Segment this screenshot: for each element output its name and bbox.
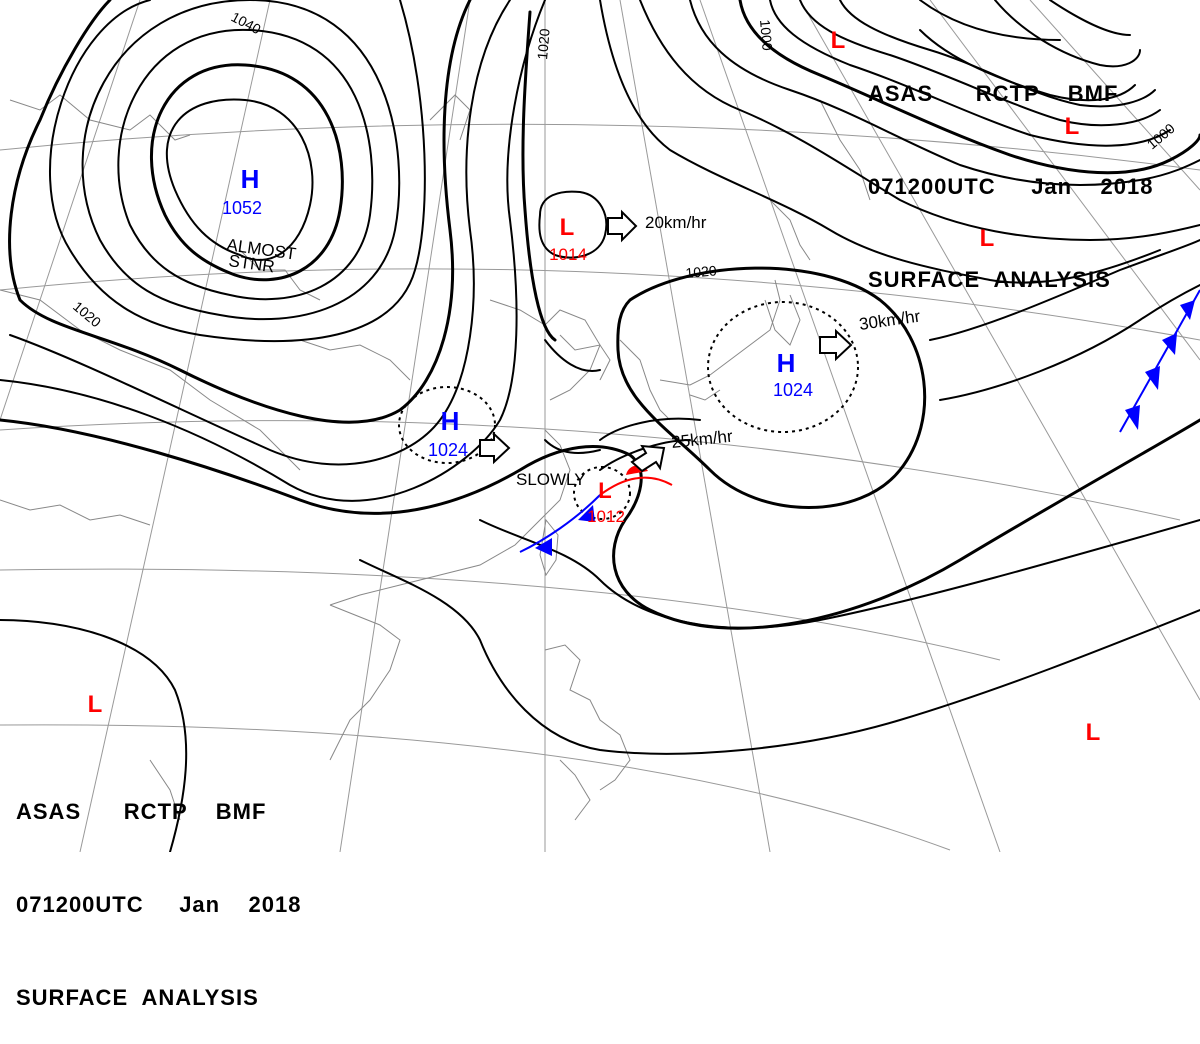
speed-low-north: 20km/hr xyxy=(645,213,707,232)
isobar-label: 1020 xyxy=(685,262,718,281)
low-symbol-ne3: L xyxy=(980,225,995,252)
isobar-label: 1000 xyxy=(757,19,776,52)
high-symbol-china: H xyxy=(441,406,460,436)
low-symbol-sw: L xyxy=(88,691,103,718)
cold-front-barb xyxy=(578,505,595,522)
isobars xyxy=(0,0,1200,852)
high-symbol-japan: H xyxy=(777,348,796,378)
pressure-centers: H 1052 H 1024 H 1024 L 1014 L 1012 L L L… xyxy=(88,27,1101,746)
graticule xyxy=(0,0,1200,852)
low-value-north: 1014 xyxy=(549,245,587,264)
cold-front-barb xyxy=(535,538,552,556)
fronts xyxy=(519,289,1200,556)
isobar-label: 1020 xyxy=(534,28,553,61)
cold-front-barb xyxy=(1145,366,1160,390)
weather-map: H 1052 H 1024 H 1024 L 1014 L 1012 L L L… xyxy=(0,0,1200,852)
dotted-isobars xyxy=(398,301,859,520)
coastlines xyxy=(0,94,871,821)
low-symbol-ne1: L xyxy=(831,27,846,54)
cold-front-barb xyxy=(1162,333,1177,355)
cold-front-barb xyxy=(1125,405,1140,430)
arrow-low-taiwan xyxy=(630,444,666,473)
high-value-japan: 1024 xyxy=(773,380,813,400)
header-line-2: 071200UTC Jan 2018 xyxy=(868,174,1154,199)
low-symbol-taiwan: L xyxy=(598,478,611,503)
arrow-high-china xyxy=(479,431,511,465)
header-line-1: ASAS RCTP BMF xyxy=(16,799,267,824)
header-line-1: ASAS RCTP BMF xyxy=(868,81,1119,106)
low-symbol-north: L xyxy=(560,214,575,241)
high-symbol-mongolia: H xyxy=(241,164,260,194)
header-bottom-left: ASAS RCTP BMF 071200UTC Jan 2018 SURFACE… xyxy=(16,734,302,1044)
slowly-label: SLOWLY xyxy=(516,470,586,489)
high-value-china: 1024 xyxy=(428,440,468,460)
high-value-mongolia: 1052 xyxy=(222,198,262,218)
warm-front xyxy=(599,476,673,496)
arrow-high-east xyxy=(819,328,853,362)
header-line-2: 071200UTC Jan 2018 xyxy=(16,892,302,917)
arrow-low-north xyxy=(607,209,638,243)
motion-arrows xyxy=(479,209,853,473)
header-line-3: SURFACE ANALYSIS xyxy=(16,985,259,1010)
header-top-right: ASAS RCTP BMF 071200UTC Jan 2018 SURFACE… xyxy=(868,16,1154,326)
header-line-3: SURFACE ANALYSIS xyxy=(868,267,1111,292)
low-symbol-ne2: L xyxy=(1065,113,1080,140)
cold-front-barb xyxy=(1180,300,1195,320)
cold-front xyxy=(519,494,601,553)
low-value-taiwan: 1012 xyxy=(587,507,625,526)
low-symbol-se: L xyxy=(1086,719,1101,746)
